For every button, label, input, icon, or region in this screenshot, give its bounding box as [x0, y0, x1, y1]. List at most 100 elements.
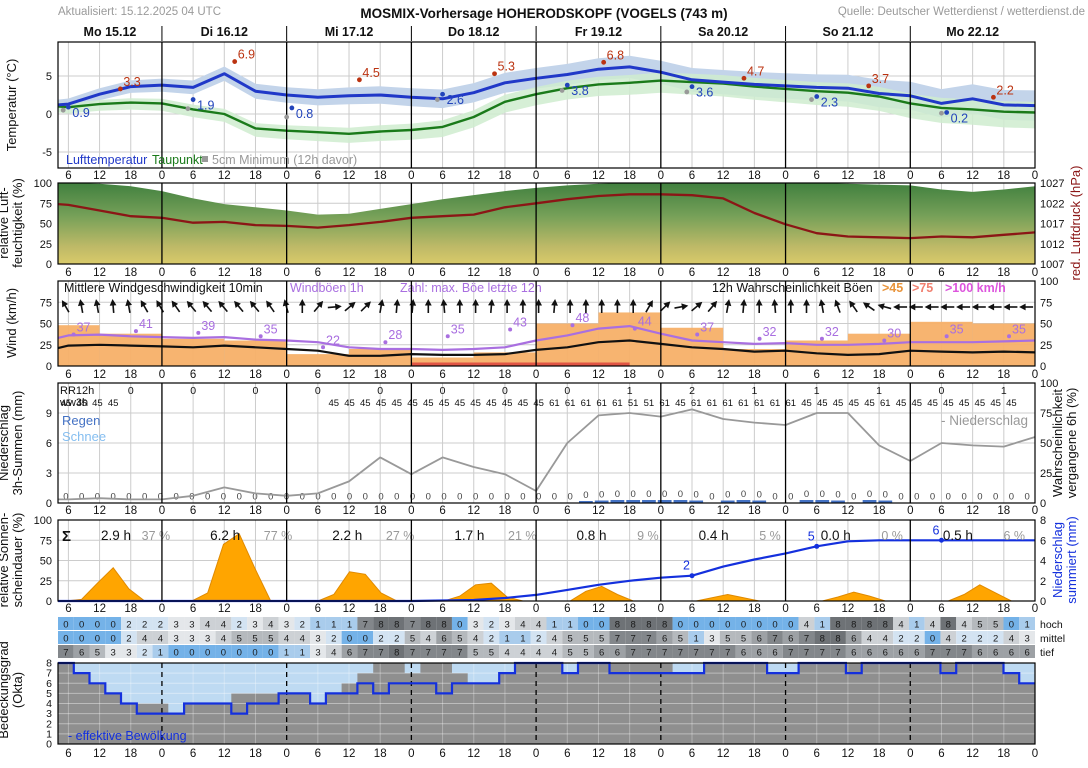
svg-text:0: 0	[331, 492, 336, 503]
svg-text:6: 6	[814, 603, 820, 615]
svg-text:0: 0	[1024, 492, 1029, 503]
svg-text:0: 0	[363, 634, 368, 645]
svg-text:Temperatur (°C): Temperatur (°C)	[4, 59, 19, 152]
svg-text:0: 0	[782, 170, 788, 182]
svg-text:0: 0	[741, 620, 746, 631]
svg-text:8: 8	[46, 658, 52, 670]
svg-text:4.5: 4.5	[362, 66, 379, 80]
svg-text:77 %: 77 %	[264, 529, 293, 543]
svg-text:3.8: 3.8	[571, 84, 588, 98]
svg-text:0: 0	[394, 492, 399, 503]
svg-text:6: 6	[851, 634, 856, 645]
svg-text:0: 0	[79, 620, 84, 631]
svg-text:0: 0	[408, 505, 414, 517]
svg-text:3: 3	[504, 620, 509, 631]
svg-text:0: 0	[1032, 748, 1038, 760]
svg-text:0: 0	[489, 492, 494, 503]
svg-text:18: 18	[249, 603, 262, 615]
svg-text:100: 100	[34, 515, 52, 527]
svg-text:7: 7	[946, 648, 951, 659]
svg-text:12: 12	[966, 505, 979, 517]
svg-text:7: 7	[694, 648, 699, 659]
svg-text:9 %: 9 %	[637, 529, 659, 543]
svg-text:2.2 h: 2.2 h	[332, 528, 362, 543]
svg-text:0.9: 0.9	[72, 106, 89, 120]
svg-text:>100 km/h: >100 km/h	[945, 281, 1006, 295]
svg-text:75: 75	[1040, 297, 1052, 309]
svg-text:18: 18	[499, 748, 512, 760]
svg-text:51: 51	[628, 398, 639, 409]
svg-text:61: 61	[722, 398, 733, 409]
svg-text:0: 0	[128, 385, 134, 397]
svg-text:6: 6	[599, 648, 604, 659]
svg-text:18: 18	[748, 267, 761, 279]
svg-text:12: 12	[592, 748, 605, 760]
svg-text:5: 5	[473, 648, 478, 659]
svg-text:0: 0	[159, 369, 165, 381]
svg-text:2: 2	[126, 620, 131, 631]
svg-text:6: 6	[441, 634, 446, 645]
svg-text:18: 18	[249, 267, 262, 279]
svg-text:12: 12	[343, 505, 356, 517]
svg-text:6: 6	[190, 170, 196, 182]
svg-text:8: 8	[835, 634, 840, 645]
svg-text:6: 6	[190, 748, 196, 760]
svg-text:0: 0	[46, 109, 52, 121]
svg-text:0: 0	[159, 170, 165, 182]
svg-text:6: 6	[993, 648, 998, 659]
svg-text:0: 0	[599, 490, 604, 501]
svg-text:18: 18	[499, 369, 512, 381]
svg-text:6: 6	[46, 438, 52, 450]
svg-text:0.8 h: 0.8 h	[576, 528, 606, 543]
svg-text:12: 12	[966, 369, 979, 381]
svg-text:3: 3	[284, 620, 289, 631]
svg-text:18: 18	[748, 505, 761, 517]
svg-text:6: 6	[867, 648, 872, 659]
svg-text:6: 6	[914, 648, 919, 659]
svg-text:2: 2	[689, 385, 695, 397]
svg-text:0: 0	[567, 492, 572, 503]
svg-text:18: 18	[873, 748, 886, 760]
svg-text:0: 0	[907, 505, 913, 517]
hour-axis-2: 6 12 18 0 6 12 18 0 6 12 18 0 6 12 18 0 6 12 18 0 6 12 18 0 6 12 1…	[65, 267, 1038, 279]
svg-text:0: 0	[804, 489, 809, 500]
svg-text:Zahl: max. Böe letzte 12h: Zahl: max. Böe letzte 12h	[400, 281, 542, 295]
svg-text:45: 45	[423, 398, 434, 409]
svg-text:5: 5	[599, 634, 604, 645]
svg-text:0: 0	[283, 369, 289, 381]
svg-text:2: 2	[683, 559, 690, 573]
svg-text:25: 25	[40, 576, 52, 588]
svg-text:12: 12	[343, 603, 356, 615]
svg-text:48: 48	[575, 311, 589, 325]
svg-text:4: 4	[221, 620, 226, 631]
svg-text:0: 0	[772, 492, 777, 503]
svg-text:1: 1	[520, 634, 525, 645]
svg-text:18: 18	[623, 267, 636, 279]
svg-text:45: 45	[376, 398, 387, 409]
svg-text:7: 7	[615, 634, 620, 645]
svg-text:8: 8	[946, 620, 951, 631]
svg-text:0: 0	[583, 490, 588, 501]
svg-text:Niederschlag: Niederschlag	[0, 405, 11, 481]
hour-axis-6: 6 12 18 0 6 12 18 0 6 12 18 0 6 12 18 0 6 12 18 0 6 12 18 0 6 12 1…	[65, 748, 1038, 760]
svg-text:6: 6	[689, 603, 695, 615]
svg-text:7: 7	[410, 648, 415, 659]
svg-text:3: 3	[189, 620, 194, 631]
svg-text:1: 1	[876, 385, 882, 397]
svg-text:6: 6	[814, 369, 820, 381]
svg-text:1: 1	[694, 634, 699, 645]
svg-text:18: 18	[623, 369, 636, 381]
svg-text:0: 0	[820, 489, 825, 500]
svg-text:4: 4	[158, 634, 163, 645]
svg-text:61: 61	[565, 398, 576, 409]
svg-text:18: 18	[748, 170, 761, 182]
svg-text:0: 0	[907, 267, 913, 279]
svg-text:7: 7	[363, 620, 368, 631]
svg-text:18: 18	[374, 369, 387, 381]
svg-text:12: 12	[218, 748, 231, 760]
hour-axis-1: 6 12 18 0 6 12 18 0 6 12 18 0 6 12 18 0 6 12 18 0 6 12 18 0 6 12 1…	[65, 170, 1038, 182]
svg-text:12: 12	[842, 369, 855, 381]
svg-text:12: 12	[343, 170, 356, 182]
svg-text:4.7: 4.7	[747, 64, 764, 78]
svg-text:6: 6	[883, 648, 888, 659]
